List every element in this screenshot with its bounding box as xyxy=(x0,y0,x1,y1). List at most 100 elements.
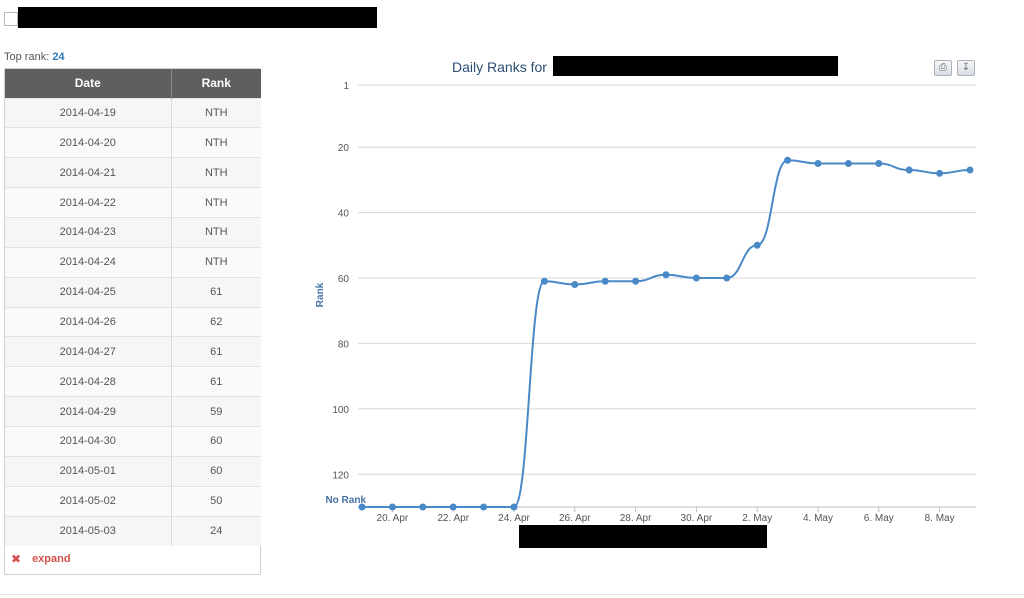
data-point xyxy=(966,166,974,174)
table-row: 2014-05-02 50 xyxy=(5,485,261,517)
date-column-header[interactable]: Date xyxy=(5,69,172,98)
rank-cell: 61 xyxy=(171,276,261,308)
date-cell: 2014-05-03 xyxy=(5,515,172,546)
expand-link[interactable]: ✖ expand xyxy=(11,552,71,566)
date-cell: 2014-04-28 xyxy=(5,366,172,397)
chart-title: Daily Ranks for xyxy=(452,59,547,75)
table-row: 2014-04-26 62 xyxy=(5,306,261,337)
x-axis-ticks: 20. Apr 22. Apr 24. Apr 26. Apr 28. Apr 30. A… xyxy=(377,507,955,524)
redacted-x-axis-title xyxy=(519,525,767,548)
date-cell: 2014-04-27 xyxy=(5,336,172,367)
rank-cell: NTH xyxy=(171,216,261,248)
data-point xyxy=(784,156,792,164)
date-cell: 2014-04-24 xyxy=(5,246,172,278)
date-cell: 2014-04-23 xyxy=(5,216,172,248)
y-tick-label: 1 xyxy=(343,81,349,92)
data-point xyxy=(905,166,913,174)
rank-cell: 61 xyxy=(171,366,261,397)
x-tick-label: 30. Apr xyxy=(681,513,713,524)
x-tick-label: 28. Apr xyxy=(620,513,652,524)
date-cell: 2014-04-22 xyxy=(5,187,172,218)
x-tick-label: 22. Apr xyxy=(437,513,469,524)
data-point xyxy=(571,281,579,289)
data-point xyxy=(723,274,731,282)
x-tick-label: 6. May xyxy=(864,513,894,524)
top-rank-value: 24 xyxy=(52,51,65,63)
data-point xyxy=(662,271,670,279)
select-checkbox[interactable] xyxy=(4,12,18,26)
download-button[interactable]: ↧ xyxy=(957,60,975,76)
data-point xyxy=(510,503,518,511)
table-row: 2014-04-29 59 xyxy=(5,396,261,427)
x-tick-label: 26. Apr xyxy=(559,513,591,524)
y-tick-label: 100 xyxy=(332,405,349,416)
data-point xyxy=(480,503,488,511)
data-point xyxy=(419,503,427,511)
date-cell: 2014-05-02 xyxy=(5,485,172,517)
chart-grid xyxy=(358,84,976,508)
date-cell: 2014-04-19 xyxy=(5,97,172,128)
x-tick-label: 8. May xyxy=(925,513,955,524)
table-row: 2014-04-27 61 xyxy=(5,336,261,367)
no-rank-label: No Rank xyxy=(325,495,366,506)
date-cell: 2014-05-01 xyxy=(5,455,172,487)
top-rank-label: Top rank: xyxy=(4,51,50,63)
rank-cell: NTH xyxy=(171,97,261,128)
date-cell: 2014-04-25 xyxy=(5,276,172,308)
table-row: 2014-04-25 61 xyxy=(5,276,261,308)
data-point xyxy=(601,277,609,285)
data-point xyxy=(753,241,761,249)
expand-icon: ✖ xyxy=(11,552,22,566)
rank-cell: NTH xyxy=(171,127,261,158)
download-icon: ↧ xyxy=(961,62,971,73)
rank-cell: 60 xyxy=(171,425,261,457)
date-cell: 2014-04-30 xyxy=(5,425,172,457)
date-cell: 2014-04-21 xyxy=(5,157,172,188)
y-axis-label: Rank xyxy=(315,282,326,307)
y-tick-label: 20 xyxy=(338,143,350,154)
data-point xyxy=(632,277,640,285)
rank-column-header[interactable]: Rank xyxy=(171,69,261,98)
rank-cell: NTH xyxy=(171,157,261,188)
data-point xyxy=(814,160,822,168)
data-point xyxy=(358,503,366,511)
table-row: 2014-04-19 NTH xyxy=(5,97,261,128)
data-point xyxy=(875,160,883,168)
y-tick-label: 80 xyxy=(338,339,350,350)
rank-cell: 60 xyxy=(171,455,261,487)
date-cell: 2014-04-29 xyxy=(5,396,172,427)
data-point xyxy=(449,503,457,511)
series-rank xyxy=(358,156,974,511)
print-icon: ⎙ xyxy=(939,62,947,73)
table-row: 2014-04-28 61 xyxy=(5,366,261,397)
table-row: 2014-04-23 NTH xyxy=(5,216,261,248)
print-button[interactable]: ⎙ xyxy=(934,60,952,76)
rank-cell: 62 xyxy=(171,306,261,337)
data-point xyxy=(540,277,548,285)
redacted-header xyxy=(18,7,377,28)
y-tick-label: 120 xyxy=(332,470,349,481)
table-row: 2014-05-01 60 xyxy=(5,455,261,487)
data-point xyxy=(388,503,396,511)
rank-table-panel: Date Rank 2014-04-19 NTH 2014-04-20 NTH 2014… xyxy=(4,68,261,575)
table-row: 2014-04-24 NTH xyxy=(5,246,261,278)
x-tick-label: 24. Apr xyxy=(498,513,530,524)
table-row: 2014-04-20 NTH xyxy=(5,127,261,158)
rank-cell: 59 xyxy=(171,396,261,427)
table-row: 2014-04-22 NTH xyxy=(5,187,261,218)
rank-table-body: 2014-04-19 NTH 2014-04-20 NTH 2014-04-21 NTH 2… xyxy=(5,97,261,546)
rank-cell: NTH xyxy=(171,246,261,278)
table-header-row: Date Rank xyxy=(5,69,261,98)
top-rank: Top rank: 24 xyxy=(4,51,65,63)
date-cell: 2014-04-26 xyxy=(5,306,172,337)
footer-divider xyxy=(0,594,1024,595)
data-point xyxy=(936,169,944,177)
rank-cell: 24 xyxy=(171,515,261,546)
rank-cell: 50 xyxy=(171,485,261,517)
rank-cell: NTH xyxy=(171,187,261,218)
x-tick-label: 2. May xyxy=(742,513,772,524)
x-tick-label: 20. Apr xyxy=(377,513,409,524)
y-tick-label: 40 xyxy=(338,209,350,220)
